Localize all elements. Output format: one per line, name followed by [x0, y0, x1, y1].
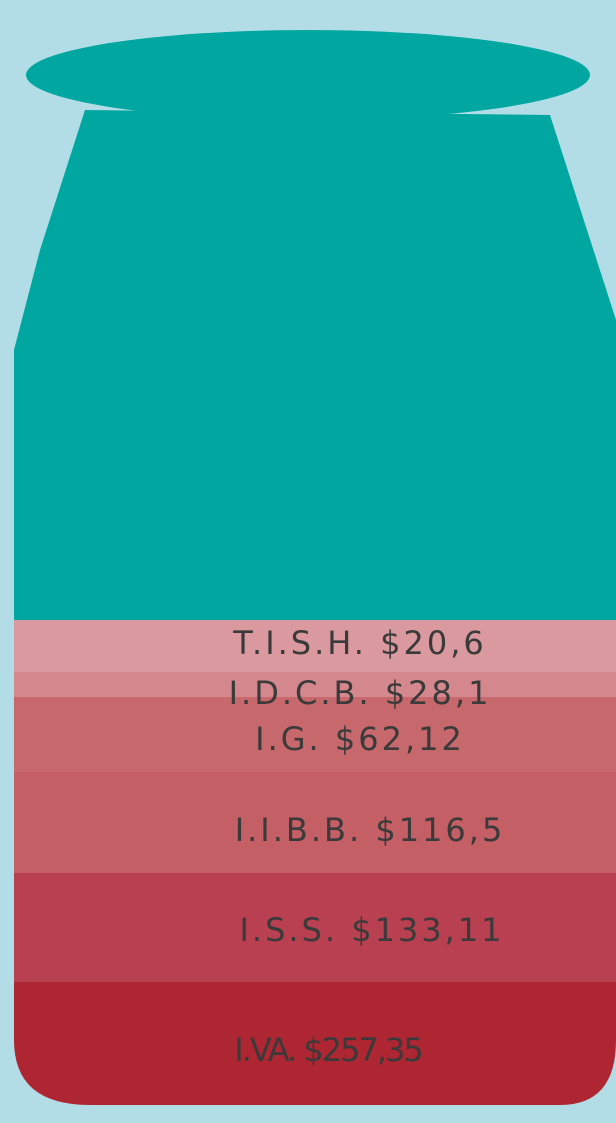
layer-band: [14, 620, 616, 672]
layer-band: [14, 672, 616, 697]
layer-band: [14, 697, 616, 772]
layer-band: [14, 982, 616, 1105]
jar-lid: [26, 30, 590, 120]
layer-label: I.I.B.B. $116,5: [235, 811, 506, 849]
layer-label: I.G. $62,12: [255, 720, 465, 758]
layer-label: I.VA. $257,35: [234, 1031, 421, 1069]
layer-label: I.D.C.B. $28,1: [229, 674, 492, 712]
layer-label: T.I.S.H. $20,6: [232, 624, 486, 662]
layer-label: I.S.S. $133,11: [239, 911, 504, 949]
layer-band: [14, 873, 616, 982]
jar-body: [14, 110, 616, 1105]
jar-empty: [14, 110, 616, 620]
layer-band: [14, 772, 616, 873]
